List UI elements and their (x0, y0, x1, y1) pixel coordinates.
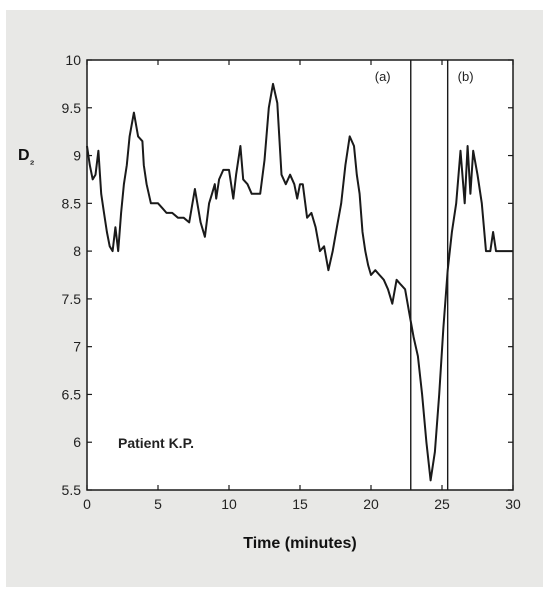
y-tick-label: 10 (65, 52, 81, 68)
d2-series-line (86, 82, 513, 482)
x-tick-label: 5 (154, 496, 162, 512)
y-axis-label: D₂ (18, 147, 35, 167)
y-tick-label: 8 (73, 243, 81, 259)
y-axis: 5.5 6 6.5 7 7.5 8 8.5 9 9.5 10 (62, 52, 513, 498)
y-tick-label: 6 (73, 434, 81, 450)
y-tick-label: 8.5 (62, 195, 82, 211)
x-tick-label: 30 (505, 496, 521, 512)
y-tick-label: 7 (73, 339, 81, 355)
region-label-a: (a) (375, 69, 391, 84)
y-tick-label: 9 (73, 148, 81, 164)
x-tick-label: 10 (221, 496, 237, 512)
y-tick-label: 7.5 (62, 291, 82, 307)
plot-frame (86, 59, 514, 491)
x-tick-label: 25 (434, 496, 450, 512)
x-axis: 0 5 10 15 20 25 30 (83, 60, 521, 512)
y-tick-label: 5.5 (62, 482, 82, 498)
x-tick-label: 0 (83, 496, 91, 512)
x-axis-label: Time (minutes) (243, 535, 357, 552)
patient-annotation: Patient K.P. (118, 435, 194, 451)
y-tick-label: 6.5 (62, 386, 82, 402)
y-tick-label: 9.5 (62, 100, 82, 116)
x-tick-label: 15 (292, 496, 308, 512)
region-label-b: (b) (458, 69, 474, 84)
x-tick-label: 20 (363, 496, 379, 512)
